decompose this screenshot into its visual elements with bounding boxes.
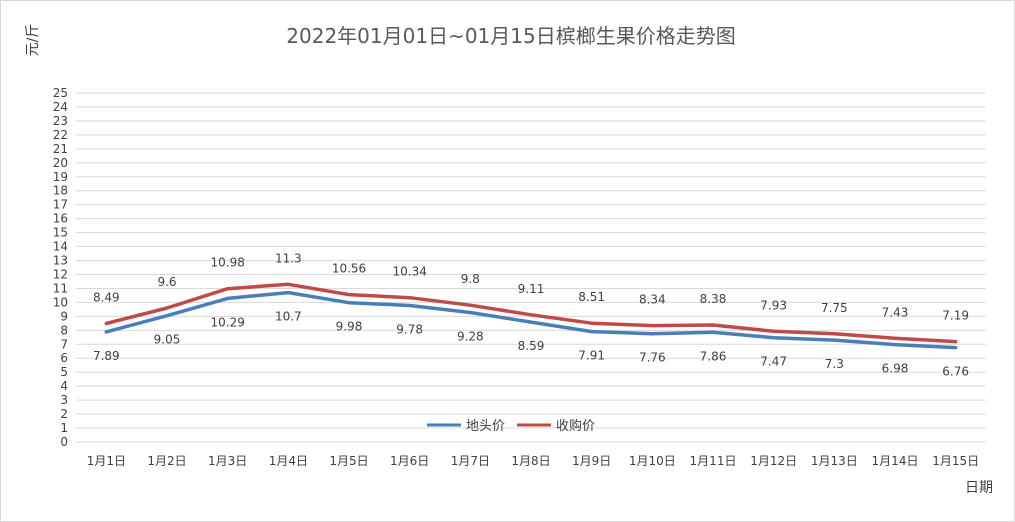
x-tick-label: 1月6日 — [390, 454, 429, 468]
data-label: 11.3 — [275, 251, 302, 265]
y-tick-label: 4 — [60, 379, 68, 393]
y-tick-label: 25 — [53, 86, 68, 100]
y-tick-labels: 0123456789101112131415161718192021222324… — [53, 86, 68, 449]
data-label: 7.93 — [760, 298, 787, 312]
y-tick-label: 17 — [53, 198, 68, 212]
data-label: 7.89 — [93, 349, 120, 363]
legend-label-shougoujia: 收购价 — [556, 418, 595, 434]
series-lines — [104, 282, 958, 350]
y-axis-label: 元/斤 — [25, 24, 41, 57]
data-label: 9.11 — [518, 282, 545, 296]
y-tick-label: 16 — [53, 212, 68, 226]
data-label: 7.19 — [942, 309, 969, 323]
data-label: 7.86 — [700, 349, 727, 363]
y-tick-label: 10 — [53, 295, 68, 309]
x-axis-label: 日期 — [965, 480, 993, 496]
x-tick-label: 1月4日 — [269, 454, 308, 468]
x-tick-label: 1月15日 — [932, 454, 979, 468]
y-tick-label: 23 — [53, 114, 68, 128]
y-tick-label: 21 — [53, 142, 68, 156]
x-tick-label: 1月12日 — [750, 454, 797, 468]
data-label: 7.43 — [882, 305, 909, 319]
data-label: 6.76 — [942, 365, 969, 379]
y-tick-label: 2 — [60, 407, 68, 421]
y-tick-label: 7 — [60, 337, 68, 351]
x-tick-label: 1月13日 — [811, 454, 858, 468]
series-line-0 — [104, 290, 958, 350]
y-tick-label: 20 — [53, 156, 68, 170]
data-label: 10.29 — [210, 315, 244, 329]
y-tick-label: 22 — [53, 128, 68, 142]
x-tick-label: 1月5日 — [329, 454, 368, 468]
x-tick-label: 1月14日 — [872, 454, 919, 468]
x-tick-label: 1月7日 — [451, 454, 490, 468]
data-label: 9.05 — [154, 333, 181, 347]
data-label: 10.34 — [392, 265, 426, 279]
data-label: 9.28 — [457, 329, 484, 343]
x-tick-label: 1月11日 — [690, 454, 737, 468]
data-label: 7.3 — [825, 357, 844, 371]
data-label: 10.98 — [210, 256, 244, 270]
data-label: 10.56 — [332, 262, 366, 276]
y-tick-label: 19 — [53, 170, 68, 184]
legend: 地头价 收购价 — [427, 418, 595, 434]
y-tick-label: 0 — [60, 435, 68, 449]
data-label: 7.75 — [821, 301, 848, 315]
x-tick-label: 1月2日 — [147, 454, 186, 468]
data-label: 6.98 — [882, 362, 909, 376]
x-tick-label: 1月3日 — [208, 454, 247, 468]
data-label: 8.49 — [93, 290, 120, 304]
y-tick-label: 14 — [53, 240, 68, 254]
y-tick-label: 6 — [60, 351, 68, 365]
data-label: 8.51 — [578, 290, 605, 304]
y-tick-label: 13 — [53, 254, 68, 268]
chart-title: 2022年01月01日~01月15日槟榔生果价格走势图 — [286, 24, 735, 48]
data-label: 9.98 — [336, 320, 363, 334]
series-line-1 — [104, 282, 958, 344]
y-tick-label: 9 — [60, 309, 68, 323]
x-tick-label: 1月1日 — [87, 454, 126, 468]
data-label: 9.6 — [157, 275, 176, 289]
y-tick-label: 1 — [60, 421, 68, 435]
x-tick-label: 1月10日 — [629, 454, 676, 468]
data-label: 7.91 — [578, 349, 605, 363]
data-label: 8.38 — [700, 292, 727, 306]
y-tick-label: 11 — [53, 281, 68, 295]
x-tick-label: 1月9日 — [572, 454, 611, 468]
data-labels: 7.89 9.05 10.29 10.7 9.98 9.78 9.28 8.59 7.91 7.7… — [93, 251, 969, 378]
y-tick-label: 24 — [53, 100, 68, 114]
x-tick-label: 1月8日 — [511, 454, 550, 468]
y-tick-label: 3 — [60, 393, 68, 407]
y-tick-label: 18 — [53, 184, 68, 198]
data-label: 10.7 — [275, 310, 302, 324]
x-tick-labels: 1月1日 1月2日 1月3日 1月4日 1月5日 1月6日 1月7日 1月8日 1月9日 1月10… — [87, 454, 979, 468]
data-label: 7.47 — [760, 355, 787, 369]
legend-label-ditoujia: 地头价 — [466, 419, 505, 434]
y-tick-label: 5 — [60, 365, 68, 379]
data-label: 8.59 — [518, 339, 545, 353]
data-label: 9.8 — [461, 272, 480, 286]
y-tick-label: 12 — [53, 267, 68, 281]
data-label: 8.34 — [639, 293, 666, 307]
y-tick-label: 15 — [53, 226, 68, 240]
data-label: 9.78 — [396, 322, 423, 336]
y-tick-label: 8 — [60, 323, 68, 337]
data-label: 7.76 — [639, 351, 666, 365]
